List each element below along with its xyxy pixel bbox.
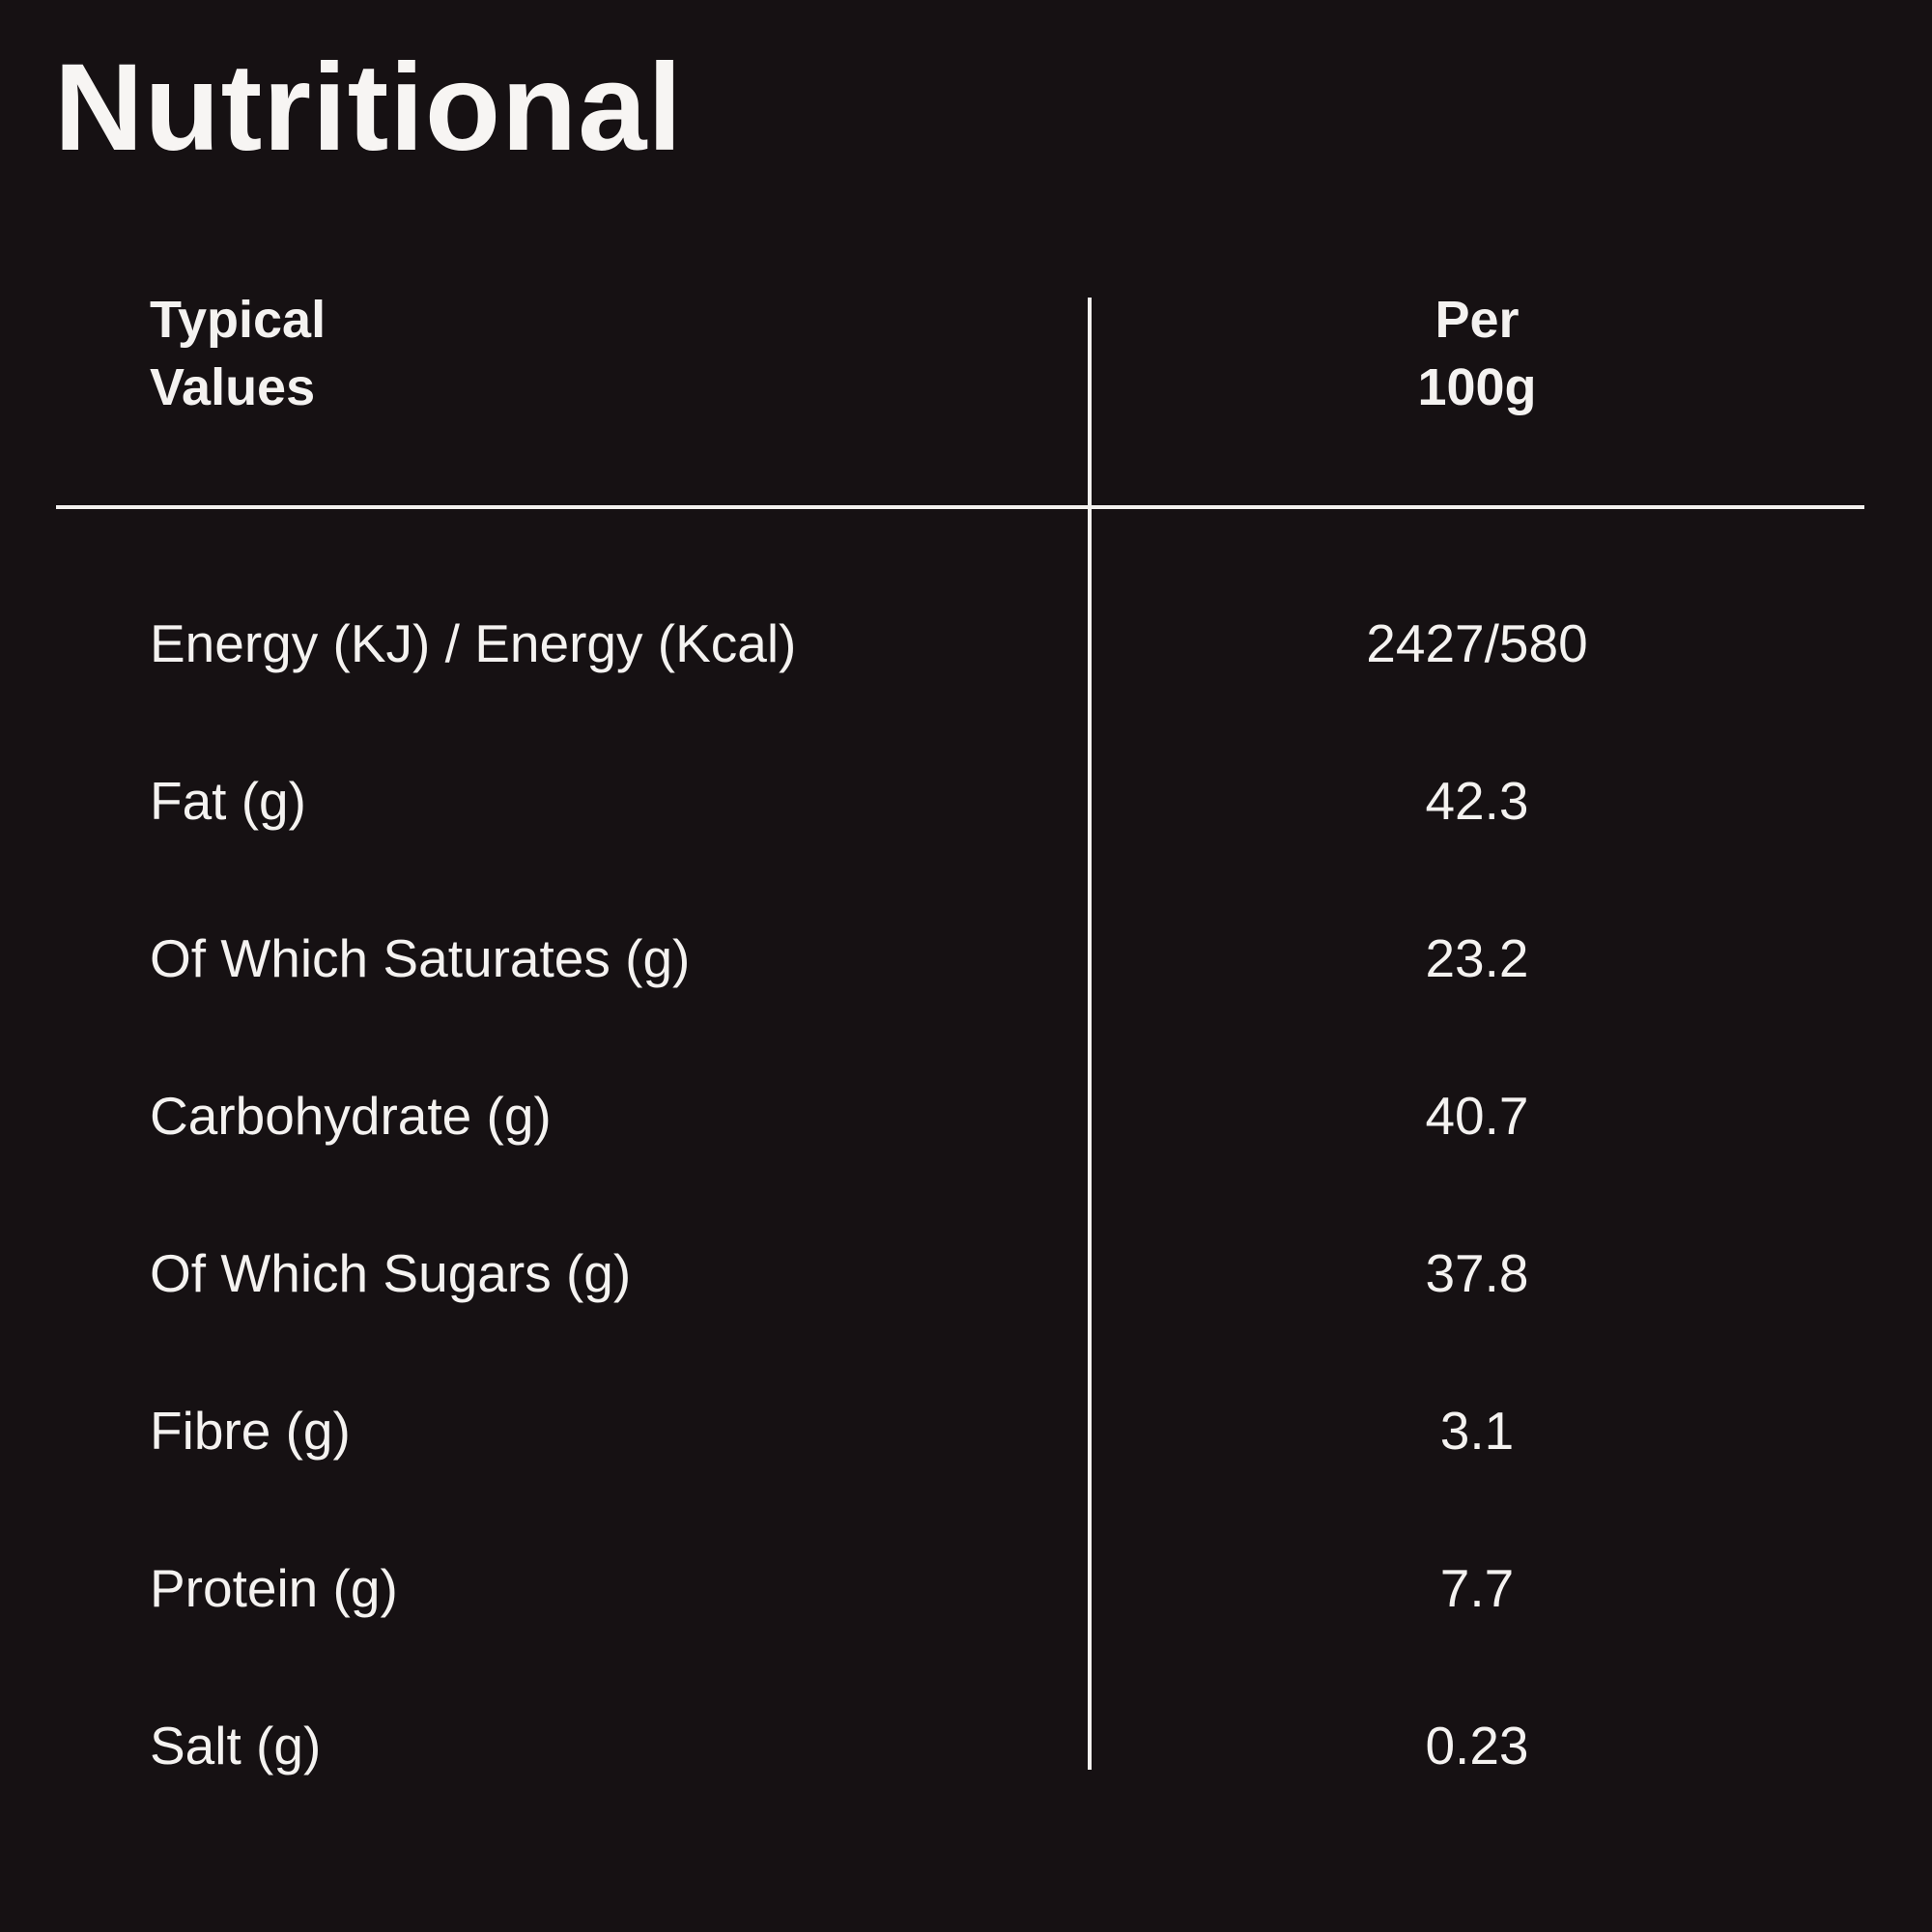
row-value-energy: 2427/580 xyxy=(1366,612,1588,673)
column-header-per-100g: Per 100g xyxy=(1090,286,1864,421)
row-label-saturates: Of Which Saturates (g) xyxy=(150,927,691,988)
column-header-typical-values-line2: Values xyxy=(150,358,316,416)
row-value-protein: 7.7 xyxy=(1439,1557,1515,1618)
page-title: Nutritional xyxy=(54,39,683,177)
table-row: Energy (KJ) / Energy (Kcal) 2427/580 xyxy=(0,564,1932,722)
column-header-typical-values-line1: Typical xyxy=(150,291,327,349)
table-row: Of Which Sugars (g) 37.8 xyxy=(0,1194,1932,1351)
table-row: Fat (g) 42.3 xyxy=(0,722,1932,879)
column-divider-line xyxy=(1088,298,1092,1770)
header-divider-line xyxy=(56,505,1864,509)
row-label-salt: Salt (g) xyxy=(150,1715,322,1776)
table-row: Fibre (g) 3.1 xyxy=(0,1351,1932,1509)
row-value-salt: 0.23 xyxy=(1425,1715,1529,1776)
nutrition-table-body: Energy (KJ) / Energy (Kcal) 2427/580 Fat… xyxy=(0,564,1932,1824)
row-label-fat: Fat (g) xyxy=(150,770,306,831)
row-value-sugars: 37.8 xyxy=(1425,1242,1529,1303)
row-label-protein: Protein (g) xyxy=(150,1557,398,1618)
row-label-sugars: Of Which Sugars (g) xyxy=(150,1242,632,1303)
table-row: Protein (g) 7.7 xyxy=(0,1509,1932,1666)
column-header-typical-values: Typical Values xyxy=(150,286,326,421)
row-label-carbohydrate: Carbohydrate (g) xyxy=(150,1085,552,1146)
table-row: Salt (g) 0.23 xyxy=(0,1666,1932,1824)
row-value-fibre: 3.1 xyxy=(1439,1400,1515,1461)
column-header-per-100g-line1: Per xyxy=(1435,291,1520,349)
row-label-fibre: Fibre (g) xyxy=(150,1400,351,1461)
row-value-saturates: 23.2 xyxy=(1425,927,1529,988)
row-value-carbohydrate: 40.7 xyxy=(1425,1085,1529,1146)
table-row: Of Which Saturates (g) 23.2 xyxy=(0,879,1932,1037)
row-label-energy: Energy (KJ) / Energy (Kcal) xyxy=(150,612,797,673)
row-value-fat: 42.3 xyxy=(1425,770,1529,831)
column-header-per-100g-line2: 100g xyxy=(1417,358,1537,416)
table-row: Carbohydrate (g) 40.7 xyxy=(0,1037,1932,1194)
